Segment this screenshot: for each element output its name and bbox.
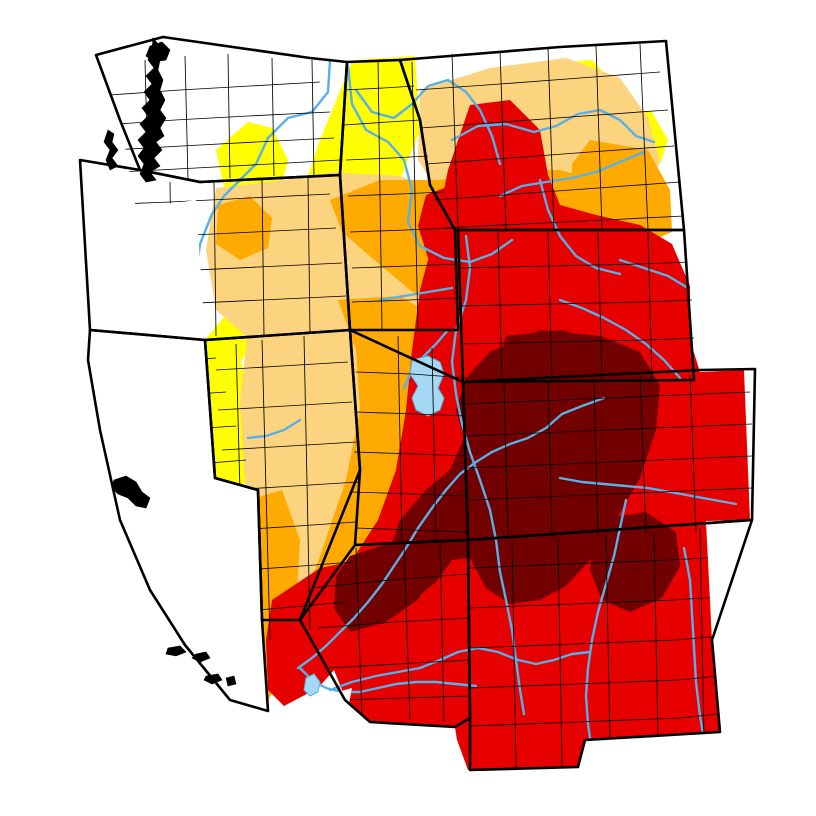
river-yellowstone [498, 150, 646, 198]
d0-region-idaho-panhandle [348, 56, 420, 200]
channel-islands [165, 645, 237, 687]
river-colorado-lower [298, 666, 478, 694]
lake-great-salt-lake [409, 355, 445, 417]
river-bear [402, 328, 450, 390]
san-juan-islands [145, 41, 171, 63]
state-boundary-colorado [461, 367, 757, 542]
river-colorado-upper [296, 396, 606, 670]
state-boundary-newmexico [466, 518, 754, 772]
river-arkansas [558, 476, 738, 506]
river-bighorn [538, 178, 622, 276]
d4-region-green-river [496, 330, 626, 406]
river-riogrande [584, 498, 628, 754]
river-northplatte [558, 298, 682, 380]
river-snake [346, 64, 514, 264]
state-boundary-arizona [298, 538, 472, 729]
river-missouri-montana [450, 108, 656, 144]
puget-sound-detail [103, 37, 237, 687]
river-snake-south [378, 286, 454, 302]
state-boundary-wyoming [456, 228, 696, 384]
d4-region-sw-colorado [590, 512, 680, 612]
d2-region-oregon-ne [216, 196, 272, 260]
state-fill-california [88, 330, 268, 711]
river-humboldt [246, 418, 302, 440]
state-boundaries-layer [78, 35, 757, 772]
lake-mead [303, 673, 321, 697]
sf-bay [111, 475, 151, 509]
